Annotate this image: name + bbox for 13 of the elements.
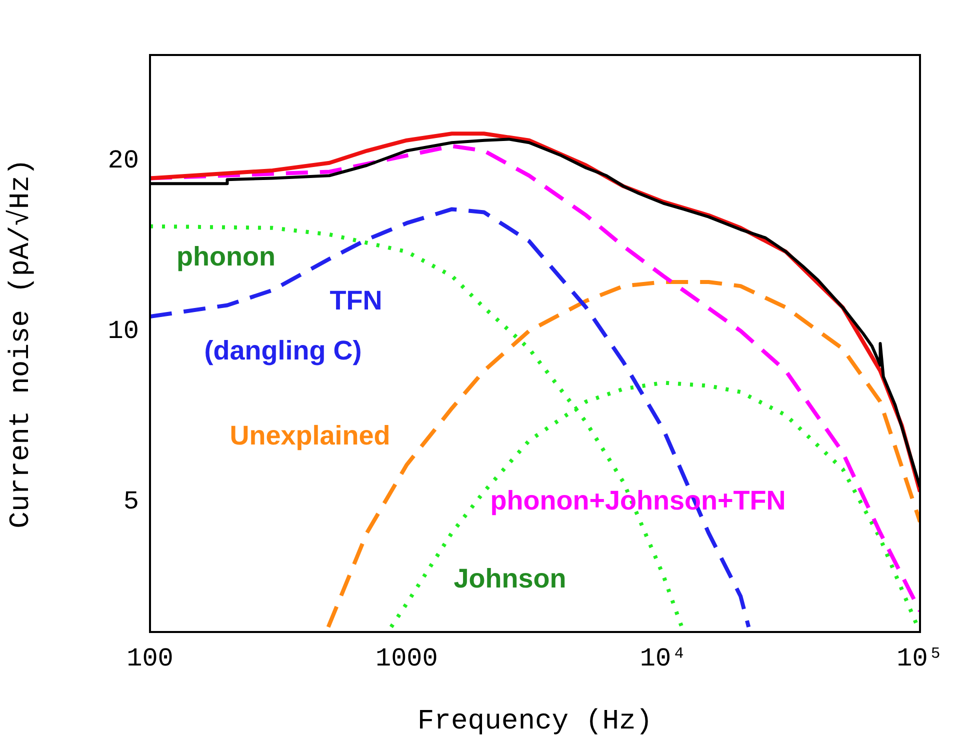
x-tick-label: 1000 <box>375 643 438 674</box>
x-tick-label: 100 <box>126 643 174 674</box>
y-tick-label: 20 <box>108 145 139 176</box>
x-axis-title: Frequency (Hz) <box>417 706 653 738</box>
y-tick-label: 10 <box>108 316 139 346</box>
y-axis-title: Current noise (pA/√Hz) <box>5 158 38 528</box>
x-tick-label: 10⁴ <box>640 643 687 674</box>
y-tick-label: 5 <box>123 486 139 516</box>
series-label: phonon <box>176 241 276 272</box>
x-tick-label: 10⁵ <box>896 643 944 674</box>
series-label: Unexplained <box>230 420 390 450</box>
series-label: TFN (dangling C) <box>204 285 382 366</box>
series-label: Johnson <box>454 563 566 594</box>
